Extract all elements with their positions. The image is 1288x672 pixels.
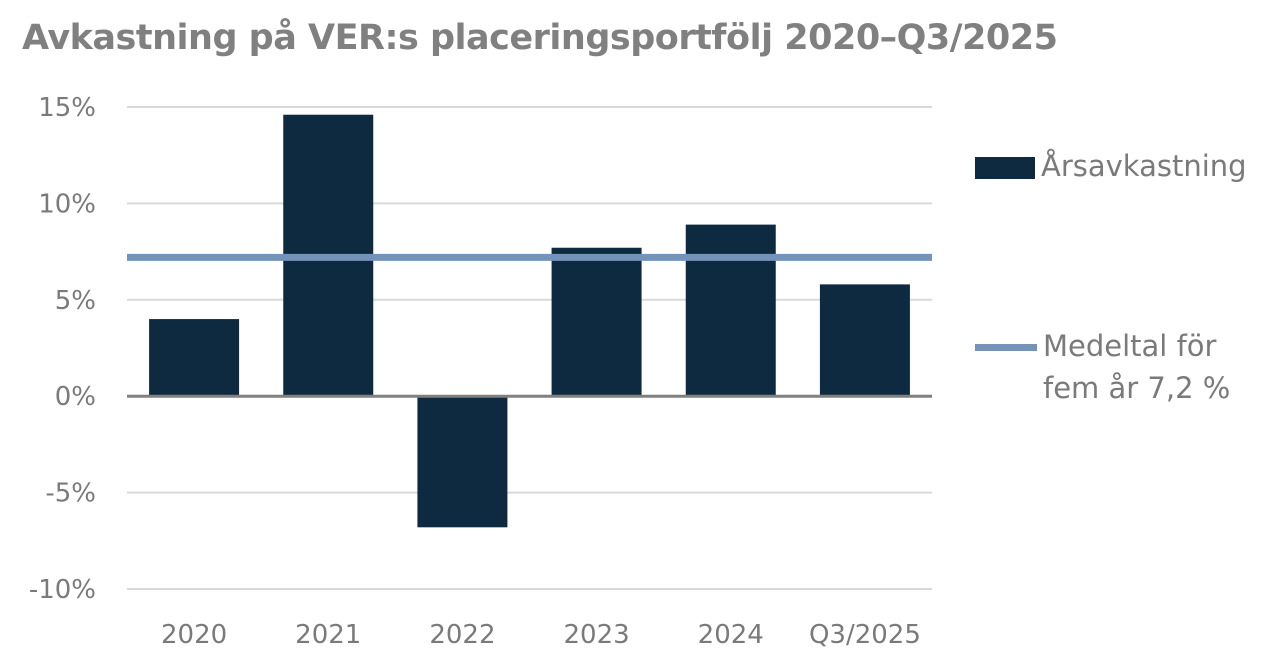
bar-q3-2025 [819,284,910,397]
legend-swatch-line [975,344,1037,351]
x-tick-label: Q3/2025 [809,620,921,650]
x-tick-label: 2020 [161,620,227,650]
y-tick-label: 15% [38,93,96,123]
legend-label-line-1: Medeltal för [1043,329,1217,363]
x-tick-label: 2023 [563,620,629,650]
bar-2024 [685,224,776,397]
x-tick-label: 2022 [429,620,495,650]
y-tick-label: 0% [55,382,96,412]
x-tick-label: 2024 [698,620,764,650]
bar-2023 [551,247,642,397]
legend-label-line-2: fem år 7,2 % [1043,371,1231,405]
bar-2022 [417,396,508,528]
chart-title: Avkastning på VER:s placeringsportfölj 2… [22,18,1058,58]
x-tick-label: 2021 [295,620,361,650]
bar-2020 [149,319,240,397]
y-tick-label: 10% [38,189,96,219]
y-tick-label: -10% [29,575,96,605]
legend-item-line: Medeltal för fem år 7,2 % [975,325,1230,409]
legend-swatch-bar [975,157,1035,179]
y-tick-label: 5% [55,286,96,316]
legend-label-bar: Årsavkastning [1041,149,1247,183]
legend-item-bar: Årsavkastning [975,145,1247,187]
y-tick-label: -5% [45,479,96,509]
